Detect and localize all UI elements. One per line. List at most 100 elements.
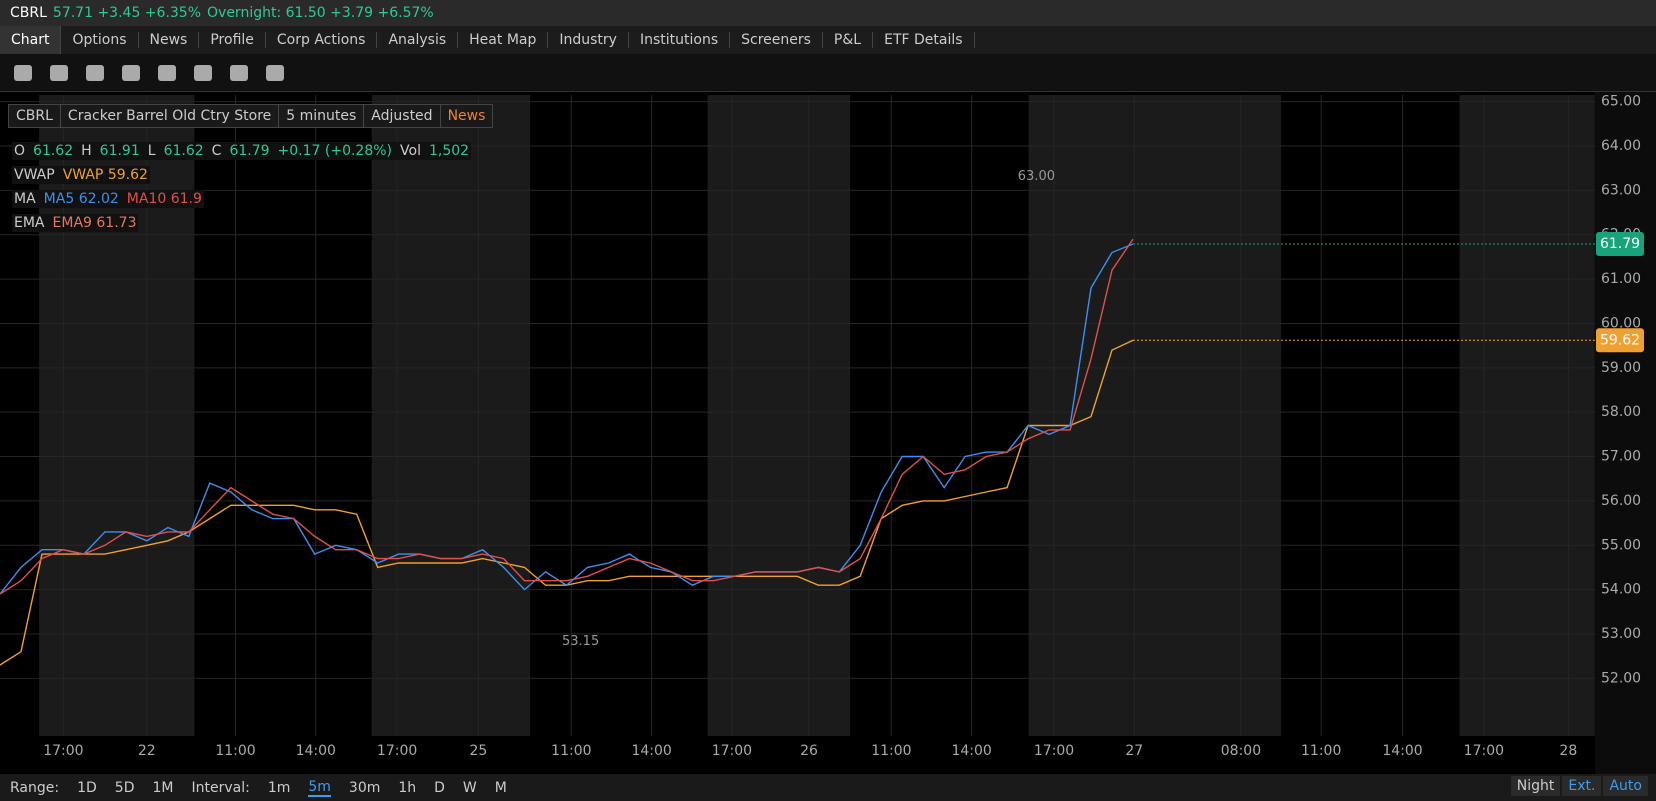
y-tick-label: 64.00: [1601, 138, 1641, 154]
legend-name: MA10: [126, 191, 167, 207]
session-shade: [707, 95, 851, 736]
mode-button[interactable]: Auto: [1603, 776, 1648, 796]
toolbar: [0, 54, 1656, 92]
range-button[interactable]: 1D: [77, 779, 97, 796]
info-news[interactable]: News: [447, 108, 486, 124]
tool[interactable]: [14, 64, 32, 81]
tab-bar: Chart Options News Profile Corp Actions Analy…: [0, 26, 1656, 54]
tab[interactable]: News: [139, 32, 200, 48]
y-tick-label: 53.00: [1601, 626, 1641, 642]
x-tick-label: 28: [1559, 743, 1577, 759]
x-tick-label: 14:00: [951, 743, 991, 759]
x-tick-label: 11:00: [551, 743, 591, 759]
interval-button[interactable]: W: [462, 779, 477, 796]
info-interval[interactable]: 5 minutes: [279, 105, 365, 127]
quote-bar: CBRL 57.71 +3.45 +6.35% Overnight: 61.50…: [0, 0, 1656, 26]
session-shade: [371, 95, 531, 736]
legend-name: VWAP: [62, 167, 104, 183]
ohlc-label: H: [81, 143, 92, 159]
tab[interactable]: Profile: [199, 32, 266, 48]
legend-value: 62.02: [78, 191, 119, 207]
price-axis: [1595, 92, 1656, 774]
tab[interactable]: Institutions: [629, 32, 731, 48]
session-shade: [1459, 95, 1595, 736]
x-tick-label: 17:00: [377, 743, 417, 759]
price-tag-label: 61.79: [1600, 236, 1640, 252]
tool[interactable]: [266, 64, 284, 81]
ohlc-label: C: [211, 143, 222, 159]
x-tick-label: 25: [470, 743, 488, 759]
interval-button[interactable]: 5m: [308, 778, 331, 797]
interval-button[interactable]: 30m: [348, 779, 381, 796]
tab[interactable]: Chart: [0, 26, 62, 54]
interval-button[interactable]: D: [434, 779, 445, 796]
mode-button[interactable]: Night: [1510, 776, 1561, 796]
tab[interactable]: Options: [61, 32, 139, 48]
y-tick-label: 58.00: [1601, 404, 1641, 420]
legend-value: 61.9: [170, 191, 202, 207]
x-tick-label: 27: [1125, 743, 1143, 759]
ohlc-label: O: [14, 143, 26, 159]
mode-button[interactable]: Ext.: [1562, 776, 1602, 796]
interval-button[interactable]: 1h: [398, 779, 417, 796]
study: MA: [14, 191, 36, 207]
quote: 57.71 +3.45 +6.35%: [52, 5, 202, 21]
legend: VWAP 59.62: [63, 167, 148, 183]
y-tick-label: 57.00: [1601, 449, 1641, 465]
info-symbol: CBRL: [9, 105, 61, 127]
ohlc-value: 1,502: [428, 143, 470, 159]
ohlc-label: L: [147, 143, 156, 159]
y-tick-label: 54.00: [1601, 582, 1641, 598]
x-tick-label: 14:00: [1382, 743, 1422, 759]
ma-row: MA MA5 62.02 MA10 61.9: [12, 190, 204, 208]
price-tag-label: 59.62: [1600, 332, 1640, 348]
range-button[interactable]: 1M: [152, 779, 174, 796]
tool[interactable]: [86, 64, 104, 81]
x-tick-label: 11:00: [215, 743, 255, 759]
ohlc-value: +0.17 (+0.28%): [277, 143, 393, 159]
tab[interactable]: Heat Map: [458, 32, 549, 48]
tool[interactable]: [122, 64, 140, 81]
legend: MA5 62.02: [44, 191, 119, 207]
series-line: [0, 238, 1134, 595]
ohlc-value: 61.62: [33, 143, 74, 159]
ohlc-label: Vol: [400, 143, 421, 159]
symbol[interactable]: CBRL: [10, 5, 47, 21]
range-button[interactable]: 5D: [114, 779, 135, 796]
study: EMA: [14, 215, 45, 231]
tab[interactable]: Screeners: [730, 32, 823, 48]
tab[interactable]: P&L: [823, 32, 874, 48]
interval-label: Interval:: [191, 779, 250, 796]
x-tick-label: 14:00: [296, 743, 336, 759]
tab[interactable]: ETF Details: [873, 32, 975, 48]
interval-button[interactable]: 1m: [267, 779, 291, 796]
annotation: 63.00: [1018, 169, 1055, 184]
x-tick-label: 17:00: [43, 743, 83, 759]
tab[interactable]: Corp Actions: [266, 32, 378, 48]
x-tick-label: 17:00: [1464, 743, 1504, 759]
tool[interactable]: [158, 64, 176, 81]
legend: EMA9 61.73: [53, 215, 137, 231]
legend-value: 59.62: [107, 167, 148, 183]
info-adjusted[interactable]: Adjusted: [364, 105, 441, 127]
price-tag: [1596, 328, 1644, 353]
interval-button[interactable]: M: [494, 779, 507, 796]
tool[interactable]: [230, 64, 248, 81]
tool[interactable]: [194, 64, 212, 81]
x-tick-label: 14:00: [631, 743, 671, 759]
x-tick-label: 17:00: [712, 743, 752, 759]
legend-name: EMA9: [52, 215, 92, 231]
x-tick-label: 11:00: [1301, 743, 1341, 759]
symbol-info: CBRL Cracker Barrel Old Ctry Store 5 min…: [8, 104, 494, 128]
tab[interactable]: Analysis: [377, 32, 459, 48]
ohlc-value: 61.91: [99, 143, 140, 159]
ohlc-value: 61.62: [163, 143, 204, 159]
x-tick-label: 11:00: [871, 743, 911, 759]
x-tick-label: 17:00: [1034, 743, 1074, 759]
modes: Night Ext. Auto: [1509, 776, 1648, 796]
tab[interactable]: Industry: [548, 32, 629, 48]
chart: 17:00 22 11:00 14:00 17:00 25 11:00 14:00 17:00 2…: [0, 92, 1656, 774]
tool[interactable]: [50, 64, 68, 81]
session-shade: [1028, 95, 1282, 736]
y-tick-label: 63.00: [1601, 182, 1641, 198]
